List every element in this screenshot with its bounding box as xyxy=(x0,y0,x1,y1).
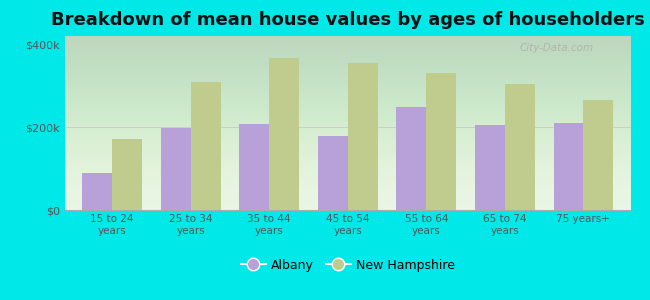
Bar xyxy=(475,125,505,210)
Text: City-Data.com: City-Data.com xyxy=(520,43,594,53)
Bar xyxy=(318,136,348,210)
Bar xyxy=(239,124,269,210)
Bar xyxy=(505,84,535,210)
Bar xyxy=(396,107,426,210)
Bar xyxy=(161,128,190,210)
Bar xyxy=(584,100,613,210)
Bar xyxy=(190,82,220,210)
Bar xyxy=(426,73,456,210)
Bar xyxy=(112,139,142,210)
Bar xyxy=(348,63,378,210)
Bar xyxy=(83,173,112,210)
Title: Breakdown of mean house values by ages of householders: Breakdown of mean house values by ages o… xyxy=(51,11,645,29)
Bar xyxy=(269,58,299,210)
Bar xyxy=(554,123,584,210)
Legend: Albany, New Hampshire: Albany, New Hampshire xyxy=(235,254,460,277)
